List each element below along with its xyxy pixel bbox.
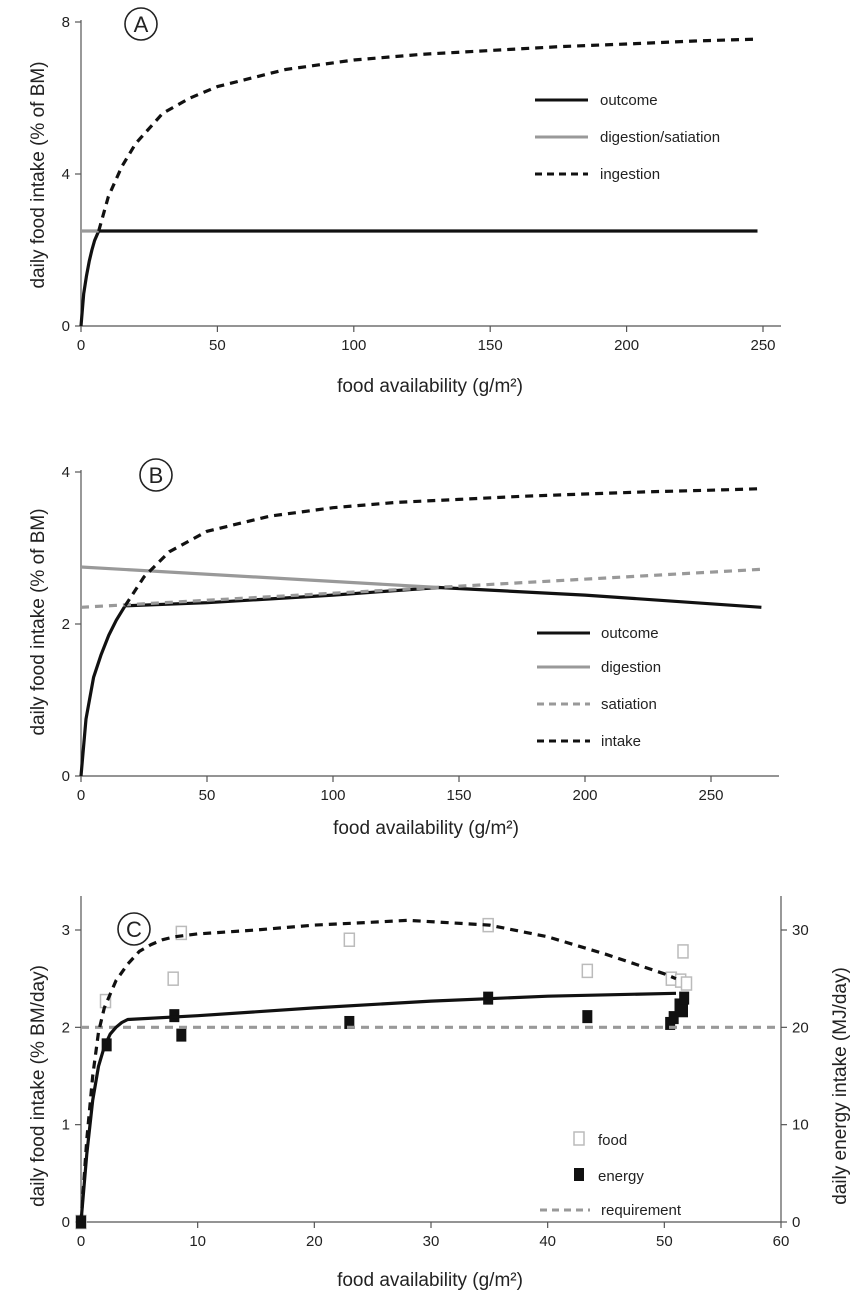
x-tick-label: 200 (572, 787, 597, 804)
series-line-ingestion (97, 37, 758, 232)
energy-point (582, 1010, 593, 1024)
x-tick-label: 50 (656, 1233, 673, 1250)
x-tick-label: 0 (77, 787, 85, 804)
x-tick-label: 100 (320, 787, 345, 804)
y-tick-label: 1 (62, 1117, 70, 1134)
legend-digestion-satiation-label: digestion/satiation (600, 129, 720, 146)
panel-c-letter: C (126, 917, 142, 942)
energy-point (344, 1015, 355, 1029)
energy-point (668, 1011, 679, 1025)
series-line-intake (123, 487, 762, 607)
panel-a-plot: 0 50 100 150 200 250 0 4 8 (62, 14, 781, 354)
x-tick-label: 150 (446, 787, 471, 804)
y-tick-label: 4 (62, 464, 70, 481)
series-line-energy-fit (79, 991, 677, 1223)
energy-point (176, 1028, 187, 1042)
x-tick-label: 50 (209, 337, 226, 354)
legend-ingestion-label: ingestion (600, 166, 660, 183)
food-point (167, 971, 179, 986)
panel-c-legend: food energy requirement (540, 1131, 682, 1219)
panel-a-letter: A (134, 12, 149, 37)
panel-b-letter: B (149, 463, 164, 488)
panel-b-x-axis-label: food availability (g/m²) (333, 818, 519, 839)
legend-outcome-label: outcome (600, 92, 658, 109)
x-tick-label: 30 (423, 1233, 440, 1250)
panel-a-x-axis-label: food availability (g/m²) (337, 376, 523, 397)
series-line-digestion (80, 565, 439, 590)
series-line-outcome (79, 229, 758, 327)
x-tick-label: 60 (773, 1233, 790, 1250)
panel-b: B 0 50 100 150 200 250 0 2 4 food availability (… (28, 458, 779, 839)
panel-c-badge: C (117, 912, 151, 946)
y-tick-label: 0 (62, 1214, 70, 1231)
energy-point (679, 991, 690, 1005)
panel-c-y-axis-label: daily food intake (% BM/day) (28, 965, 49, 1207)
panel-b-badge: B (139, 458, 173, 492)
y-tick-label: 4 (62, 166, 70, 183)
panel-a: A 0 50 100 150 200 250 0 4 8 food availability (… (28, 7, 781, 397)
legend-energy-label: energy (598, 1168, 644, 1185)
panel-a-legend: outcome digestion/satiation ingestion (535, 92, 720, 183)
x-tick-label: 20 (306, 1233, 323, 1250)
food-point (680, 976, 693, 991)
x-tick-label: 50 (199, 787, 216, 804)
y-tick-label: 8 (62, 14, 70, 31)
x-tick-label: 10 (189, 1233, 206, 1250)
panel-c-right-y-axis-label: daily energy intake (MJ/day) (830, 967, 851, 1205)
legend-satiation-label: satiation (601, 696, 657, 713)
right-y-tick-label: 20 (792, 1019, 809, 1036)
x-tick-label: 100 (341, 337, 366, 354)
right-y-tick-label: 30 (792, 922, 809, 939)
energy-point (678, 1004, 688, 1018)
series-line-satiation (80, 567, 762, 609)
food-point (581, 963, 594, 979)
right-y-tick-label: 10 (792, 1117, 809, 1134)
panel-b-legend: outcome digestion satiation intake (537, 625, 661, 750)
panel-b-y-axis-label: daily food intake (% of BM) (28, 508, 49, 735)
legend-digestion-label: digestion (601, 659, 661, 676)
x-tick-label: 250 (698, 787, 723, 804)
y-tick-label: 0 (62, 768, 70, 785)
legend-food-label: food (598, 1132, 627, 1149)
food-point (677, 944, 689, 959)
food-point (175, 925, 188, 941)
panel-a-y-axis-label: daily food intake (% of BM) (28, 61, 49, 288)
x-tick-label: 0 (77, 337, 85, 354)
x-tick-label: 0 (77, 1233, 85, 1250)
series-line-food-fit (79, 918, 677, 1223)
legend-intake-label: intake (601, 733, 641, 750)
x-tick-label: 200 (614, 337, 639, 354)
x-tick-label: 250 (750, 337, 775, 354)
panel-b-plot: 0 50 100 150 200 250 0 2 4 (62, 464, 779, 804)
x-tick-label: 40 (539, 1233, 556, 1250)
legend-outcome-label: outcome (601, 625, 659, 642)
legend-requirement-label: requirement (601, 1202, 682, 1219)
right-y-tick-label: 0 (792, 1214, 800, 1231)
panel-c-x-axis-label: food availability (g/m²) (337, 1270, 523, 1291)
y-tick-label: 2 (62, 1019, 70, 1036)
panel-a-badge: A (124, 7, 158, 41)
y-tick-label: 2 (62, 616, 70, 633)
food-point (343, 932, 356, 947)
y-tick-label: 3 (62, 922, 70, 939)
y-tick-label: 0 (62, 318, 70, 335)
x-tick-label: 150 (478, 337, 503, 354)
series-line-outcome (79, 585, 762, 777)
